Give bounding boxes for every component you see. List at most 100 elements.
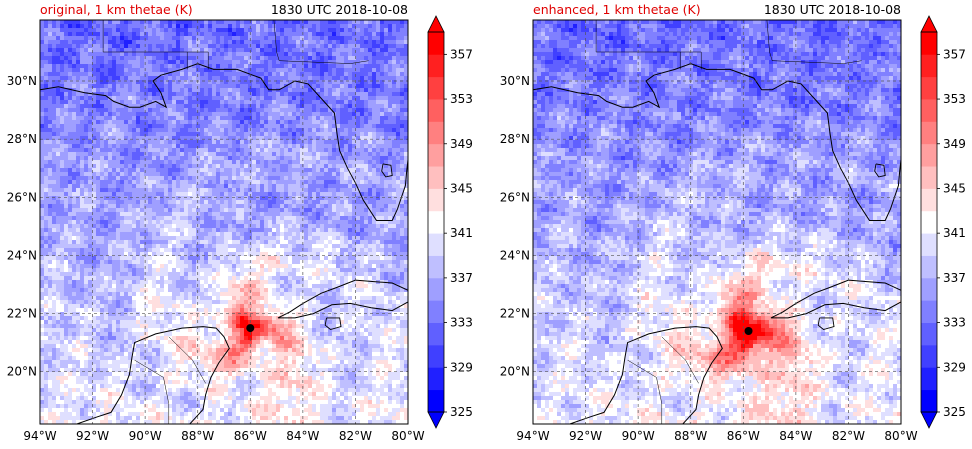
- y-tick-label: 30°N: [7, 74, 37, 88]
- lake-okeechobee: [381, 163, 393, 178]
- colorbar-band: [921, 255, 937, 279]
- y-tick-label: 24°N: [7, 248, 37, 262]
- state-border: [168, 336, 206, 384]
- state-border: [276, 51, 369, 64]
- colorbar-band: [428, 344, 444, 368]
- state-border: [627, 359, 663, 424]
- x-tick-label: 80°W: [391, 429, 424, 443]
- colorbar-extend-min: [427, 411, 445, 429]
- y-tick-label: 28°N: [500, 132, 530, 146]
- cuba-coastline: [770, 279, 901, 319]
- yucatan-coastline: [569, 326, 723, 424]
- thetae-field: [40, 20, 408, 424]
- thetae-field: [533, 20, 901, 424]
- state-border: [661, 336, 699, 384]
- colorbar-band: [921, 54, 937, 78]
- colorbar-band: [428, 322, 444, 346]
- colorbar-tick-label: 333: [450, 316, 473, 330]
- us-gulf-coastline: [533, 63, 901, 221]
- colorbar-band: [921, 322, 937, 346]
- colorbar-extend-max: [920, 15, 938, 33]
- x-tick-label: 84°W: [286, 429, 319, 443]
- y-tick-label: 26°N: [500, 190, 530, 204]
- x-tick-label: 94°W: [516, 429, 549, 443]
- colorbar-tick-label: 353: [943, 92, 966, 106]
- x-tick-label: 82°W: [832, 429, 865, 443]
- colorbar-band: [428, 166, 444, 189]
- colorbar-band: [428, 121, 444, 145]
- colorbar-band: [428, 233, 444, 256]
- storm-center-marker: [246, 324, 255, 333]
- panel-title-right: 1830 UTC 2018-10-08: [764, 2, 901, 17]
- x-tick-label: 94°W: [23, 429, 56, 443]
- colorbar-band: [428, 76, 444, 100]
- x-tick-label: 88°W: [181, 429, 214, 443]
- colorbar-band: [428, 389, 444, 413]
- y-tick-label: 20°N: [7, 365, 37, 379]
- colorbar-band: [428, 54, 444, 78]
- map-panel-enhanced: 94°W 92°W 90°W 88°W 86°W 84°W 82°W 80°W 20°N 22°N…: [500, 2, 966, 443]
- colorbar-tick-label: 345: [943, 181, 966, 195]
- colorbar-band: [428, 367, 444, 391]
- colorbar-band: [428, 300, 444, 323]
- colorbar-band: [428, 277, 444, 301]
- colorbar-band: [921, 389, 937, 413]
- x-tick-label: 92°W: [569, 429, 602, 443]
- y-tick-label: 22°N: [7, 307, 37, 321]
- map-frame: [39, 19, 409, 425]
- colorbar-band: [428, 255, 444, 279]
- state-border: [273, 20, 277, 53]
- x-tick-label: 86°W: [727, 429, 760, 443]
- colorbar-tick-label: 329: [943, 360, 966, 374]
- colorbar: 325 329 333 337 341 345 349 353 357: [427, 15, 473, 429]
- storm-center-marker: [744, 326, 753, 335]
- state-border: [134, 359, 170, 424]
- colorbar-band: [921, 76, 937, 100]
- colorbar-tick-label: 337: [450, 271, 473, 285]
- map-frame: [532, 19, 902, 425]
- colorbar-tick-label: 341: [943, 226, 966, 240]
- colorbar-band: [921, 277, 937, 301]
- x-tick-label: 80°W: [884, 429, 917, 443]
- colorbar-tick-label: 329: [450, 360, 473, 374]
- y-tick-label: 20°N: [500, 365, 530, 379]
- colorbar-frame: [920, 31, 938, 413]
- colorbar-tick-label: 349: [450, 137, 473, 151]
- colorbar-band: [428, 143, 444, 167]
- colorbar-tick-label: 345: [450, 181, 473, 195]
- cuba-coastline: [277, 279, 408, 319]
- colorbar-band: [921, 367, 937, 391]
- coastlines: [533, 20, 901, 424]
- colorbar-tick-label: 357: [450, 47, 473, 61]
- y-tick-label: 28°N: [7, 132, 37, 146]
- y-tick-label: 24°N: [500, 248, 530, 262]
- us-gulf-coastline: [40, 63, 408, 221]
- colorbar-band: [921, 143, 937, 167]
- colorbar-tick-label: 353: [450, 92, 473, 106]
- isla-juventud-coastline: [817, 317, 835, 330]
- colorbar-band: [921, 99, 937, 122]
- lake-okeechobee: [874, 163, 886, 178]
- colorbar-band: [921, 210, 937, 234]
- colorbar-band: [428, 188, 444, 212]
- panel-title-left: original, 1 km thetae (K): [40, 2, 193, 17]
- colorbar-band: [921, 166, 937, 189]
- panel-title-left: enhanced, 1 km thetae (K): [533, 2, 701, 17]
- x-tick-label: 92°W: [76, 429, 109, 443]
- colorbar-band: [428, 210, 444, 234]
- state-border: [766, 20, 770, 53]
- colorbar-tick-label: 349: [943, 137, 966, 151]
- colorbar-tick-label: 325: [450, 405, 473, 419]
- colorbar-tick-label: 333: [943, 316, 966, 330]
- colorbar-tick-label: 341: [450, 226, 473, 240]
- colorbar-tick-label: 357: [943, 47, 966, 61]
- x-tick-label: 90°W: [129, 429, 162, 443]
- colorbar-band: [428, 99, 444, 122]
- panel-title-right: 1830 UTC 2018-10-08: [271, 2, 408, 17]
- colorbar-band: [921, 233, 937, 256]
- colorbar-tick-label: 325: [943, 405, 966, 419]
- colorbar-band: [428, 32, 444, 55]
- x-tick-label: 90°W: [622, 429, 655, 443]
- colorbar-band: [921, 344, 937, 368]
